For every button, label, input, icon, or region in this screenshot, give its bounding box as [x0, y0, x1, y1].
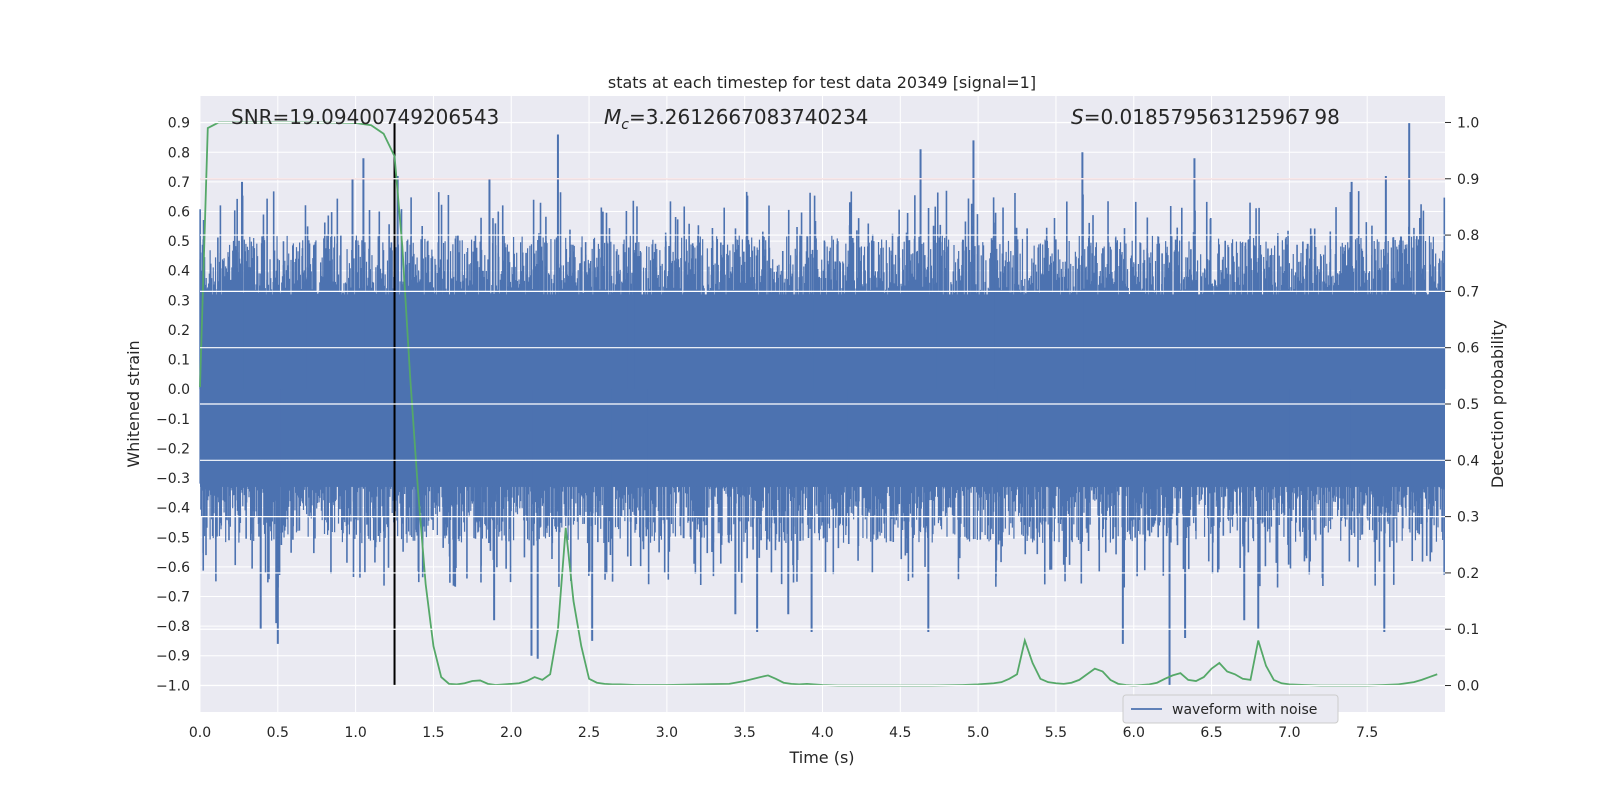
mc-value: =3.2612667083740234 — [629, 105, 868, 129]
mc-subscript: c — [621, 117, 629, 133]
left-y-tick-label: −0.6 — [156, 560, 190, 576]
right-axis-gridlines — [200, 121, 1445, 687]
legend-box — [1122, 694, 1339, 724]
mc-symbol: M — [604, 105, 621, 129]
right-y-tick-label: 0.3 — [1457, 510, 1479, 526]
left-y-tick-labels: −1.0 −0.9 −0.8 −0.7 −0.6 −0.5 −0.4 −0.3 −0.2 −0.1… — [156, 116, 190, 695]
left-y-tick-label: −0.5 — [156, 530, 190, 546]
chart-title: stats at each timestep for test data 203… — [608, 73, 1036, 92]
right-y-tick-labels: 0.0 0.1 0.2 0.3 0.4 0.5 0.6 0.7 0.8 0.9 1.0 — [1445, 115, 1479, 695]
right-y-tick-label: 0.5 — [1457, 397, 1479, 413]
x-tick-label: 2.5 — [578, 725, 600, 741]
left-y-tick-label: −0.2 — [156, 441, 190, 457]
x-tick-label: 4.0 — [811, 725, 833, 741]
x-tick-label: 4.5 — [889, 725, 911, 741]
x-tick-label: 5.5 — [1045, 725, 1067, 741]
left-y-tick-label: 0.2 — [168, 323, 190, 339]
x-tick-label: 2.0 — [500, 725, 522, 741]
right-y-tick-label: 0.2 — [1457, 566, 1479, 582]
legend-label: waveform with noise — [1172, 702, 1317, 718]
right-y-tick-label: 0.8 — [1457, 228, 1479, 244]
x-tick-label: 6.0 — [1123, 725, 1145, 741]
noise-extreme-spikes — [241, 122, 1411, 686]
chirp-mass-annotation: Mc=3.2612667083740234 — [604, 105, 868, 133]
x-tick-label: 6.5 — [1200, 725, 1222, 741]
x-tick-label: 3.0 — [656, 725, 678, 741]
left-y-tick-label: 0.3 — [168, 293, 190, 309]
s-value: =0.018579563125967 98 — [1084, 105, 1340, 129]
left-y-tick-label: −0.3 — [156, 471, 190, 487]
left-y-tick-label: 0.5 — [168, 234, 190, 250]
left-y-tick-label: −0.4 — [156, 501, 190, 517]
right-y-tick-label: 1.0 — [1457, 115, 1479, 131]
left-y-tick-label: 0.7 — [168, 175, 190, 191]
x-tick-label: 7.5 — [1356, 725, 1378, 741]
s-annotation: S=0.018579563125967 98 — [1071, 105, 1340, 129]
right-y-tick-label: 0.0 — [1457, 679, 1479, 695]
s-symbol: S — [1071, 105, 1084, 129]
left-y-tick-label: 0.0 — [168, 382, 190, 398]
left-y-tick-label: 0.9 — [168, 116, 190, 132]
legend: waveform with noise — [1122, 694, 1339, 724]
x-tick-label: 1.0 — [344, 725, 366, 741]
right-y-tick-label: 0.6 — [1457, 341, 1479, 357]
x-tick-label: 0.0 — [189, 725, 211, 741]
x-tick-labels: 0.0 0.5 1.0 1.5 2.0 2.5 3.0 3.5 4.0 4.5 5.0 5.5 6.0 6… — [189, 725, 1378, 741]
x-tick-label: 1.5 — [422, 725, 444, 741]
left-y-tick-label: −0.9 — [156, 649, 190, 665]
right-y-tick-label: 0.1 — [1457, 622, 1479, 638]
x-tick-label: 3.5 — [734, 725, 756, 741]
x-tick-label: 7.0 — [1278, 725, 1300, 741]
left-y-tick-label: −0.7 — [156, 590, 190, 606]
left-y-tick-label: −1.0 — [156, 678, 190, 694]
left-y-tick-label: 0.8 — [168, 145, 190, 161]
right-y-axis-label: Detection probability — [1488, 320, 1507, 488]
left-y-tick-label: 0.6 — [168, 205, 190, 221]
right-y-tick-label: 0.9 — [1457, 172, 1479, 188]
left-y-tick-label: 0.1 — [168, 353, 190, 369]
snr-annotation: SNR=19.09400749206543 — [231, 105, 499, 129]
x-tick-label: 0.5 — [267, 725, 289, 741]
left-y-tick-label: −0.1 — [156, 412, 190, 428]
right-y-tick-label: 0.4 — [1457, 453, 1479, 469]
noise-spikes — [199, 190, 1446, 588]
left-y-axis-label: Whitened strain — [124, 340, 143, 467]
x-axis-label: Time (s) — [788, 748, 854, 767]
right-y-tick-label: 0.7 — [1457, 284, 1479, 300]
left-y-tick-label: −0.8 — [156, 619, 190, 635]
x-tick-label: 5.0 — [967, 725, 989, 741]
left-y-tick-label: 0.4 — [168, 264, 190, 280]
